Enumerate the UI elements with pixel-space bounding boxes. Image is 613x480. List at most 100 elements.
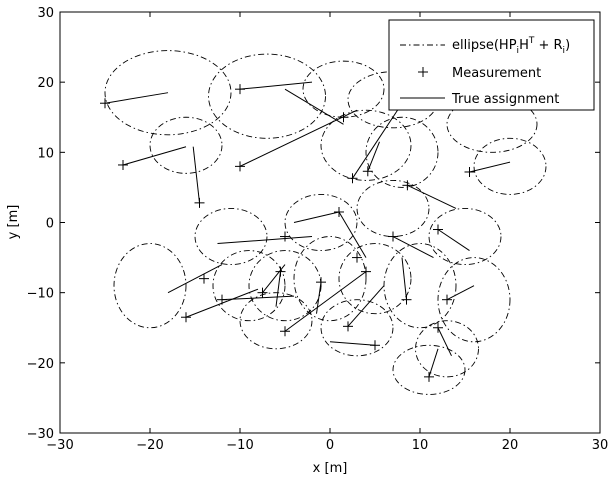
covariance-ellipse-8 <box>473 137 547 195</box>
assignment-line-26 <box>428 348 439 378</box>
assignment-line-15 <box>167 264 223 294</box>
measurement-marker-14 <box>433 224 443 235</box>
assignment-line-22 <box>401 257 407 300</box>
assignment-line-2 <box>284 88 344 125</box>
assignment-line-11 <box>217 236 313 245</box>
covariance-ellipse-10 <box>284 193 358 252</box>
legend-ellipse-sup-t: T <box>528 36 535 46</box>
covariance-ellipse-21 <box>320 299 394 357</box>
y-tick-label: −20 <box>27 357 54 372</box>
x-tick-label: 30 <box>592 438 609 453</box>
measurement-marker-20 <box>316 277 326 288</box>
y-tick-label: 0 <box>46 217 54 232</box>
assignment-line-7 <box>367 141 380 172</box>
y-tick-label: −30 <box>27 427 54 442</box>
measurement-marker-21 <box>361 266 371 277</box>
measurement-marker-13 <box>388 231 398 242</box>
covariance-ellipse-6 <box>320 109 412 181</box>
assignments-layer <box>104 81 511 378</box>
assignment-line-5 <box>192 146 200 203</box>
ticks-layer: −30 −20 −10 0 10 20 30 −30 −20 −10 0 10 20 30 <box>27 6 609 453</box>
assignment-line-17 <box>221 295 295 301</box>
y-tick-label: 10 <box>37 146 54 161</box>
measurement-marker-19 <box>257 287 268 298</box>
assignment-line-13 <box>392 236 434 259</box>
assignment-line-14 <box>437 229 470 251</box>
x-tick-label: −10 <box>226 438 253 453</box>
legend-ellipse-base: ellipse(HP <box>452 38 517 53</box>
measurement-marker-27 <box>424 371 434 382</box>
measurement-marker-4 <box>235 161 245 172</box>
measurement-marker-0 <box>100 98 110 109</box>
covariance-ellipse-17 <box>338 243 412 315</box>
legend: ellipse(HPiHT + Ri) Measurement True ass… <box>388 19 595 111</box>
covariance-ellipse-5 <box>149 116 223 174</box>
covariance-ellipse-19 <box>437 257 511 343</box>
covariance-ellipse-12 <box>428 208 502 266</box>
assignment-line-12 <box>338 211 367 258</box>
covariance-ellipse-9 <box>194 208 268 266</box>
measurement-marker-24 <box>280 326 290 337</box>
legend-ellipse-sub-i: i <box>517 46 520 56</box>
measurement-marker-28 <box>433 322 443 333</box>
assignment-line-10 <box>293 211 340 223</box>
legend-box <box>388 19 595 111</box>
y-tick-label: −10 <box>27 287 54 302</box>
legend-measurement-label: Measurement <box>452 66 541 81</box>
measurement-marker-10 <box>334 206 344 217</box>
covariance-ellipse-16 <box>293 236 367 322</box>
covariance-ellipse-1 <box>208 53 326 139</box>
assignment-line-8 <box>407 184 457 209</box>
measurements-layer <box>100 84 475 382</box>
measurement-marker-9 <box>464 166 475 177</box>
measurement-marker-18 <box>275 266 286 277</box>
measurement-marker-12 <box>352 252 362 263</box>
covariance-ellipse-0 <box>104 50 232 136</box>
assignment-line-20 <box>316 282 322 314</box>
assignment-line-1 <box>239 81 313 90</box>
measurement-marker-5 <box>194 197 205 208</box>
ellipses-layer <box>104 50 547 395</box>
assignment-line-6 <box>352 109 398 179</box>
assignment-line-23 <box>446 285 475 301</box>
covariance-ellipse-4 <box>446 95 538 153</box>
measurement-marker-17 <box>217 294 227 305</box>
legend-assignment-label: True assignment <box>451 92 559 107</box>
assignment-line-3 <box>122 146 187 166</box>
y-tick-label: 30 <box>37 6 54 21</box>
covariance-ellipse-22 <box>415 320 479 378</box>
measurement-marker-16 <box>181 312 191 323</box>
assignment-line-0 <box>104 92 169 104</box>
covariance-ellipse-13 <box>113 243 187 329</box>
assignment-line-24 <box>347 285 385 327</box>
x-tick-label: 0 <box>326 438 334 453</box>
measurement-marker-1 <box>235 84 245 95</box>
legend-ellipse-mid: H <box>519 38 529 53</box>
assignment-line-21 <box>284 271 367 332</box>
covariance-ellipse-14 <box>212 250 286 322</box>
assignment-line-19 <box>262 264 286 293</box>
measurement-marker-26 <box>370 340 380 351</box>
assignment-line-18 <box>275 271 281 307</box>
assignment-line-4 <box>239 109 358 167</box>
measurement-marker-8 <box>402 180 413 191</box>
measurement-marker-11 <box>280 231 290 242</box>
x-tick-label: −20 <box>136 438 163 453</box>
measurement-marker-7 <box>362 166 373 177</box>
assignment-line-9 <box>469 161 511 173</box>
legend-measurement-marker <box>418 67 428 77</box>
covariance-ellipse-20 <box>239 292 313 350</box>
measurement-marker-22 <box>401 294 412 305</box>
measurement-marker-3 <box>118 159 128 170</box>
measurement-marker-2 <box>338 112 349 123</box>
y-tick-label: 20 <box>37 76 54 91</box>
measurement-marker-25 <box>343 321 353 332</box>
measurement-marker-23 <box>442 294 452 305</box>
assignment-line-27 <box>437 327 452 357</box>
measurement-marker-6 <box>347 173 358 184</box>
x-tick-label: 20 <box>502 438 519 453</box>
assignment-line-25 <box>329 341 376 346</box>
x-axis-label: x [m] <box>313 461 348 476</box>
